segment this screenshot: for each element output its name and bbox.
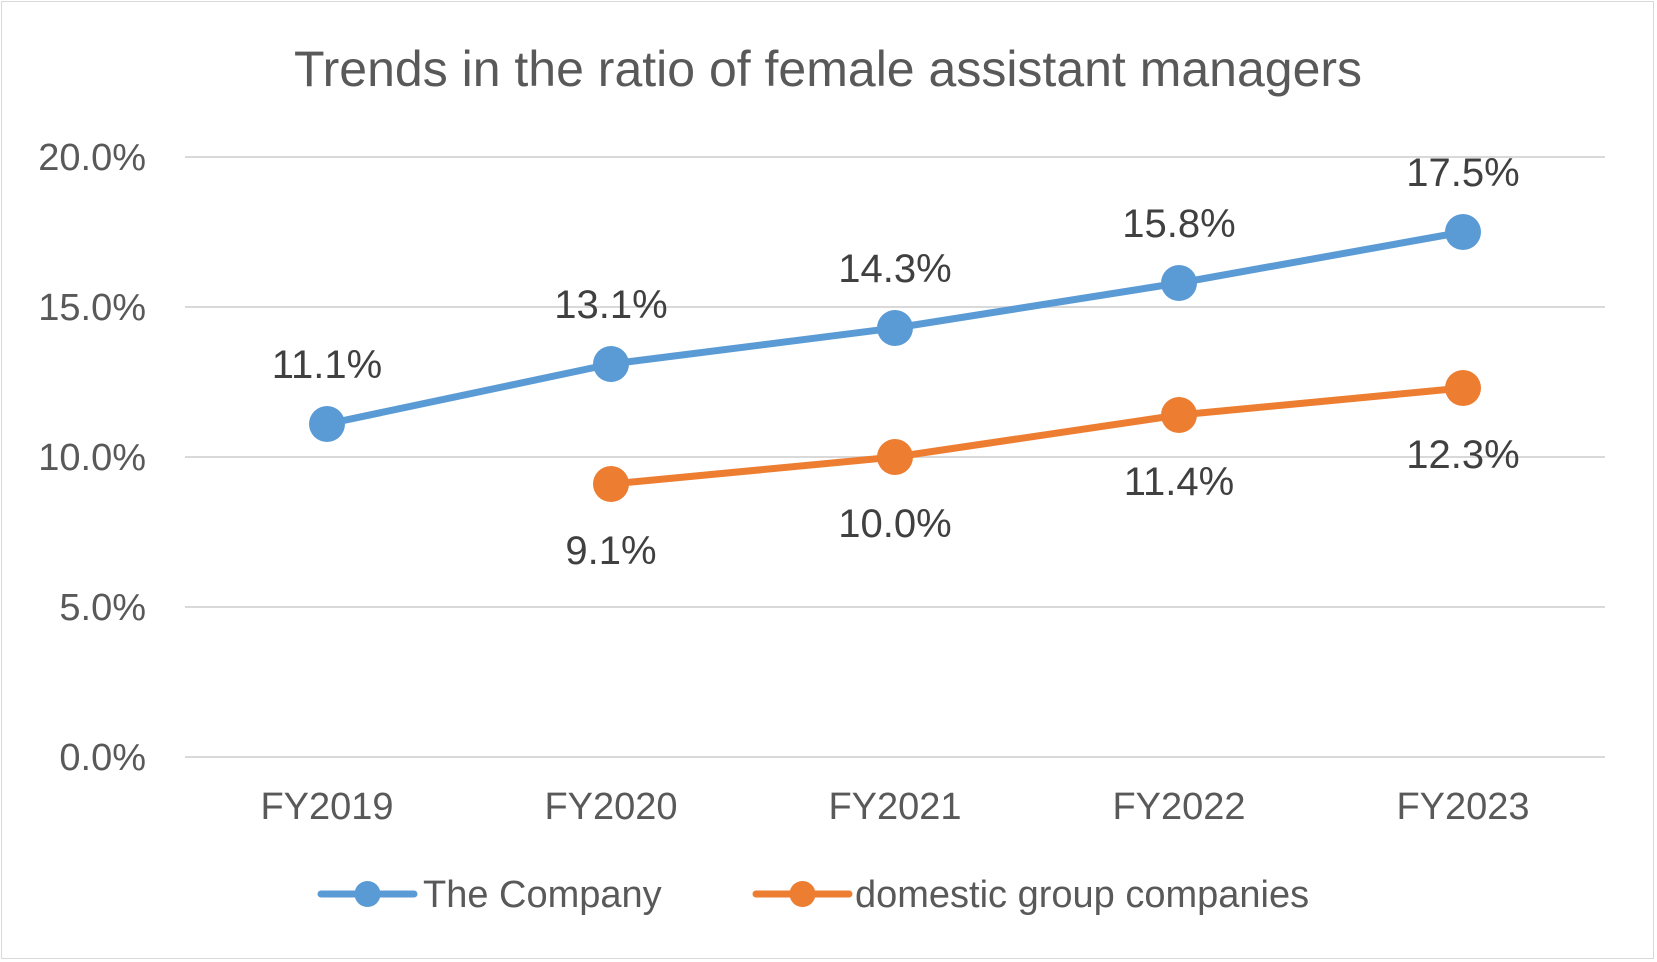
x-tick-label: FY2021 bbox=[828, 786, 961, 828]
data-point bbox=[593, 466, 629, 502]
data-point bbox=[593, 346, 629, 382]
y-tick-label: 20.0% bbox=[38, 137, 146, 179]
data-point bbox=[877, 310, 913, 346]
series-0 bbox=[309, 214, 1481, 442]
data-label: 9.1% bbox=[565, 529, 656, 573]
x-tick-label: FY2020 bbox=[544, 786, 677, 828]
y-tick-label: 15.0% bbox=[38, 287, 146, 329]
data-label: 10.0% bbox=[838, 502, 951, 546]
legend: The Company domestic group companies bbox=[317, 874, 1309, 916]
data-label: 12.3% bbox=[1406, 433, 1519, 477]
legend-label: The Company bbox=[423, 874, 662, 916]
x-tick-label: FY2023 bbox=[1396, 786, 1529, 828]
data-point bbox=[309, 406, 345, 442]
data-label: 11.4% bbox=[1124, 460, 1234, 504]
data-label: 14.3% bbox=[838, 247, 951, 291]
data-label: 15.8% bbox=[1122, 202, 1235, 246]
series-1 bbox=[593, 370, 1481, 502]
x-tick-label: FY2019 bbox=[260, 786, 393, 828]
x-axis-ticks: FY2019 FY2020 FY2021 FY2022 FY2023 bbox=[260, 786, 1529, 828]
y-axis-ticks: 0.0% 5.0% 10.0% 15.0% 20.0% bbox=[38, 137, 146, 779]
legend-marker bbox=[354, 881, 381, 907]
y-tick-label: 5.0% bbox=[59, 587, 146, 629]
legend-label: domestic group companies bbox=[855, 874, 1309, 916]
y-tick-label: 0.0% bbox=[59, 737, 146, 779]
series-lines bbox=[309, 214, 1481, 502]
data-point bbox=[1445, 370, 1481, 406]
data-point bbox=[1161, 265, 1197, 301]
data-label: 13.1% bbox=[554, 283, 667, 327]
data-labels: 11.1% 13.1% 14.3% 15.8% 17.5% 9.1% 10.0% 11.4% 1… bbox=[272, 151, 1520, 573]
legend-item: domestic group companies bbox=[752, 874, 1309, 916]
data-point bbox=[1161, 397, 1197, 433]
legend-item: The Company bbox=[317, 874, 662, 916]
y-tick-label: 10.0% bbox=[38, 437, 146, 479]
x-tick-label: FY2022 bbox=[1112, 786, 1245, 828]
data-label: 11.1% bbox=[272, 343, 382, 387]
data-point bbox=[1445, 214, 1481, 250]
legend-marker bbox=[789, 881, 816, 907]
data-point bbox=[877, 439, 913, 475]
chart-title: Trends in the ratio of female assistant … bbox=[294, 41, 1362, 97]
data-label: 17.5% bbox=[1406, 151, 1519, 195]
series-line bbox=[607, 384, 1467, 488]
gridlines bbox=[185, 156, 1605, 758]
